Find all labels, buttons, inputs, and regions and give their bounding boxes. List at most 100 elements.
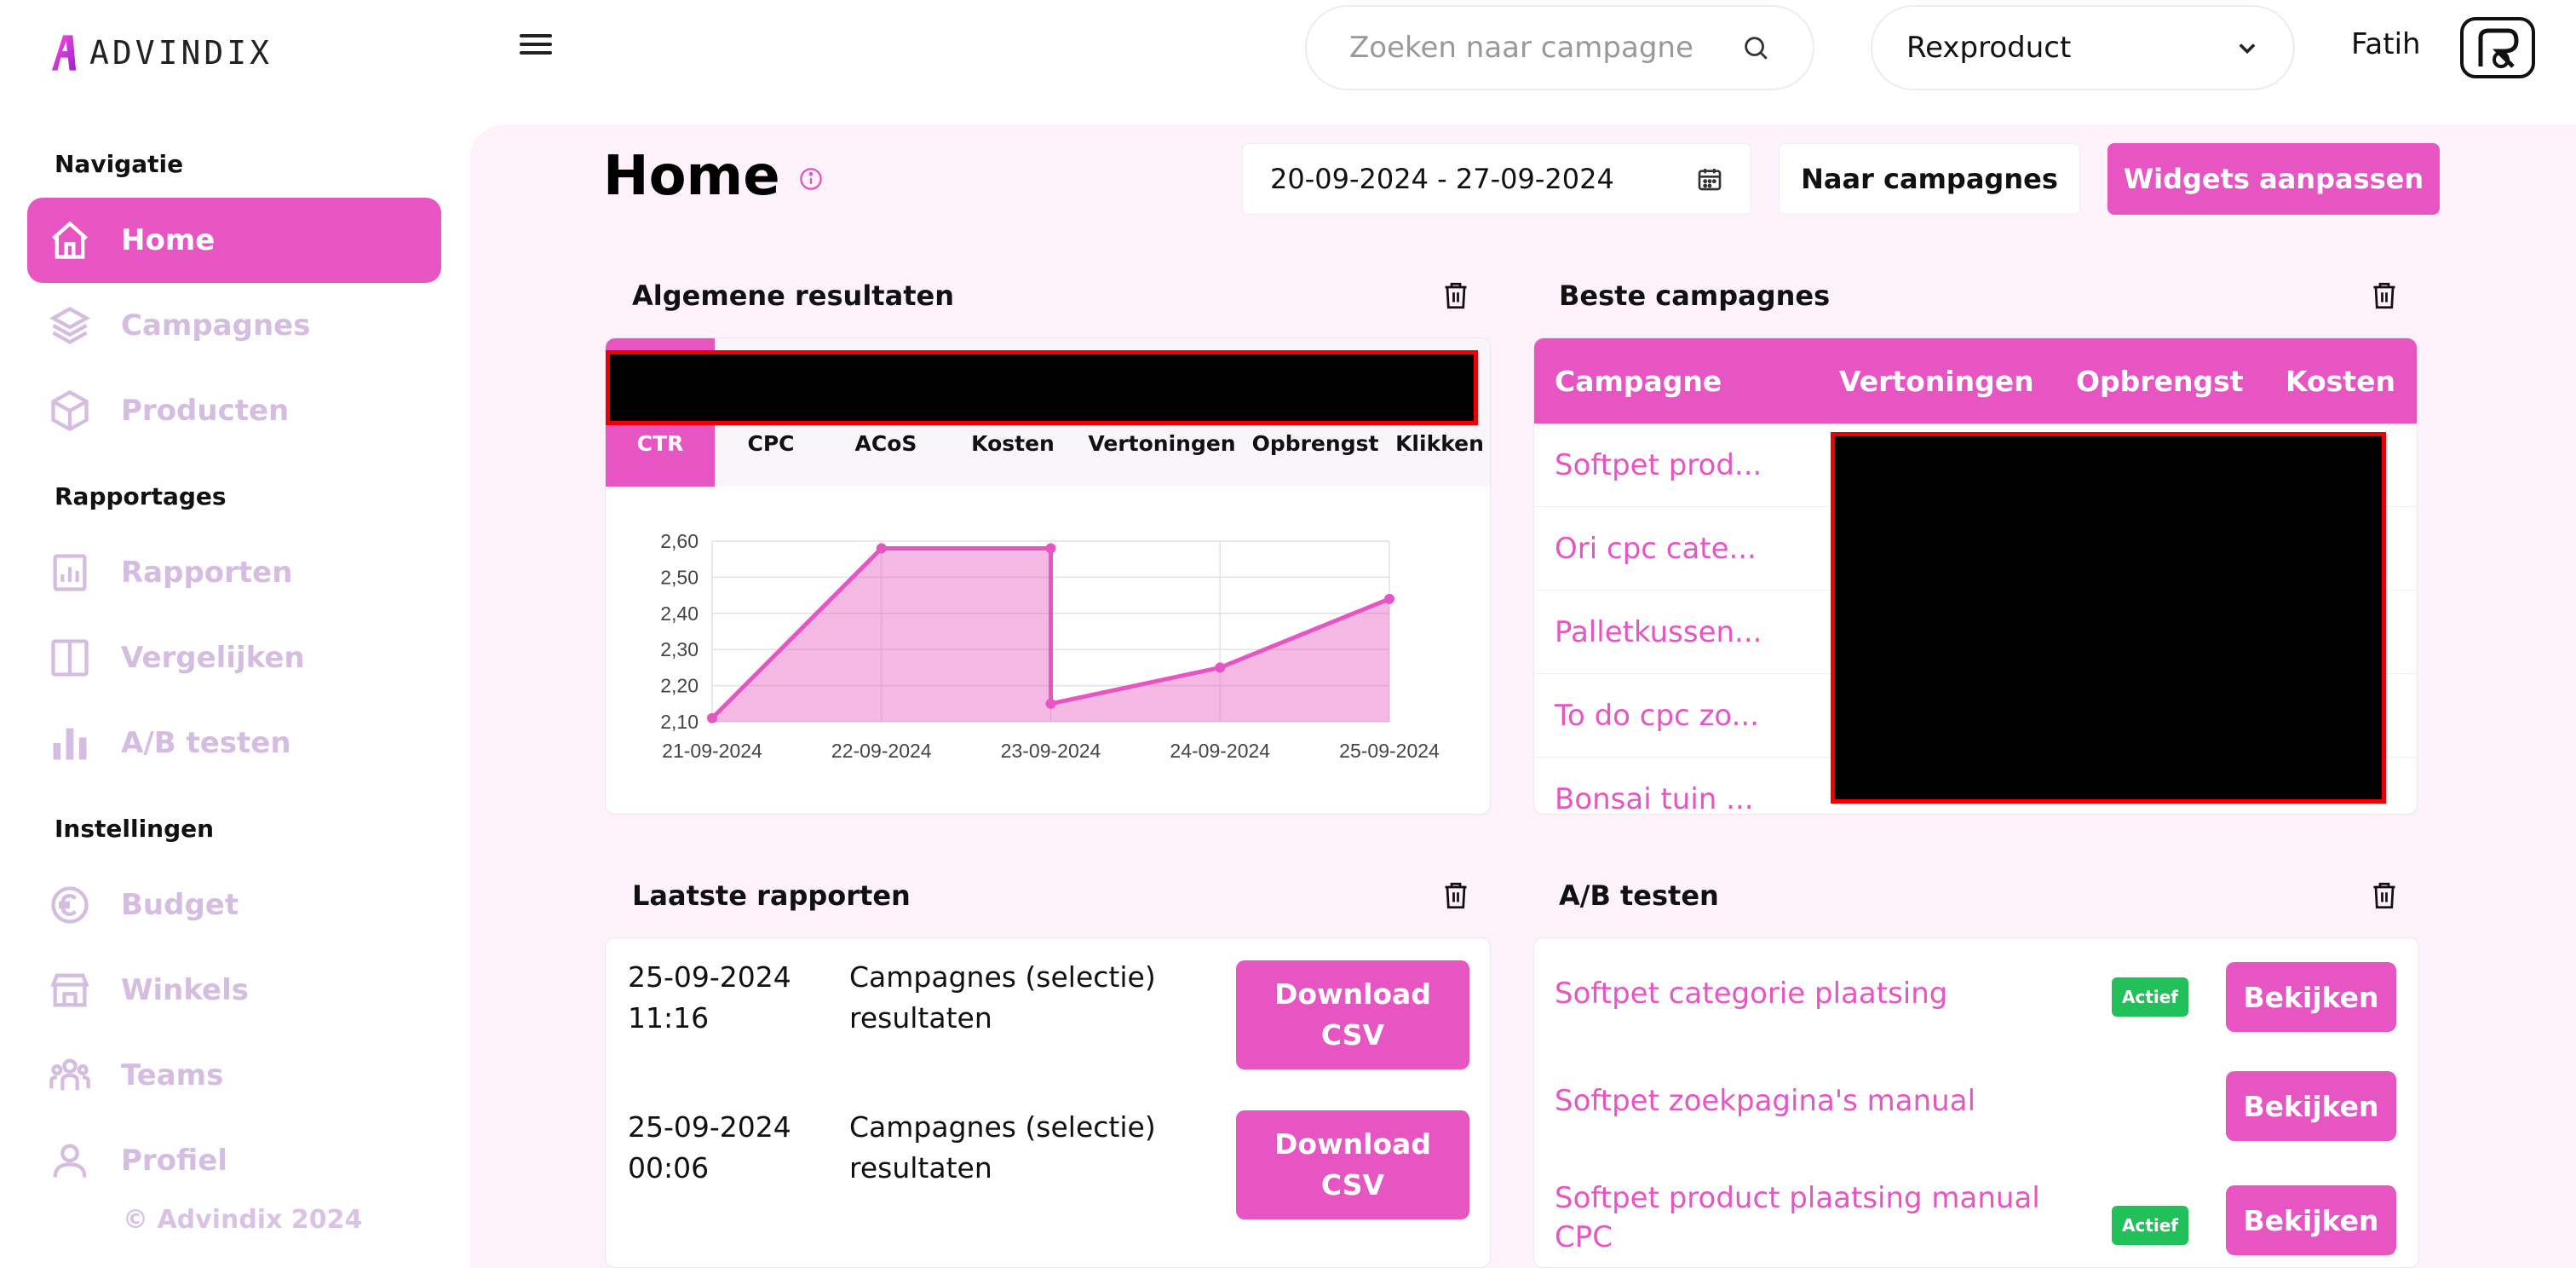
copyright: © Advindix 2024 [123, 1205, 363, 1235]
teams-icon [49, 1058, 90, 1091]
layers-icon [49, 307, 90, 344]
redacted-block [606, 350, 1478, 425]
list-item: 25-09-2024 00:06 Campagnes (selectie) resu… [606, 1088, 1490, 1238]
sidebar-item-ab-testen[interactable]: A/B testen [27, 700, 441, 786]
brand-name: ADVINDIX [89, 34, 273, 72]
tab-vertoningen[interactable]: Vertoningen [1088, 431, 1236, 456]
user-icon [53, 1144, 87, 1178]
x-tick-label: 21-09-2024 [662, 740, 762, 762]
y-tick-label: 2,30 [660, 638, 699, 660]
tab-acos[interactable]: ACoS [854, 431, 917, 456]
list-item: 25-09-2024 11:16 Campagnes (selectie) resu… [606, 938, 1490, 1088]
advindix-logo-icon [51, 35, 77, 71]
campaign-link[interactable]: Softpet prod... [1555, 447, 1762, 482]
search-bar[interactable] [1305, 5, 1814, 90]
view-button[interactable]: Bekijken [2226, 962, 2396, 1032]
search-icon[interactable] [1741, 33, 1770, 62]
x-tick-label: 25-09-2024 [1339, 740, 1440, 762]
nav-section-instellingen: Instellingen [55, 815, 215, 843]
sidebar-item-rapporten[interactable]: Rapporten [27, 530, 441, 615]
ab-tests-card: Softpet categorie plaatsing Actief Bekij… [1533, 937, 2419, 1268]
sidebar: Navigatie Home Campagnes Producten Rappo… [0, 119, 469, 1268]
y-tick-label: 2,40 [660, 602, 699, 625]
hamburger-menu-icon[interactable] [516, 29, 555, 63]
y-tick-label: 2,50 [660, 566, 699, 588]
data-point [1045, 543, 1056, 554]
home-icon [52, 221, 88, 259]
data-point [707, 712, 717, 723]
table-row[interactable]: Bonsai tuin ... [1534, 758, 2417, 815]
tab-kosten[interactable]: Kosten [971, 431, 1055, 456]
trash-icon[interactable] [1443, 281, 1469, 310]
box-icon [51, 389, 89, 432]
product-select-value: Rexproduct [1906, 31, 2072, 65]
x-tick-label: 22-09-2024 [831, 740, 932, 762]
sidebar-item-budget[interactable]: Budget [27, 862, 441, 948]
sidebar-item-label: Campagnes [121, 308, 311, 343]
date-range-picker[interactable]: 20-09-2024 - 27-09-2024 [1242, 143, 1751, 215]
sidebar-item-label: Teams [121, 1058, 224, 1092]
widget-title-ab-tests: A/B testen [1559, 879, 1719, 912]
report-icon [53, 554, 87, 591]
search-input[interactable] [1349, 31, 1724, 65]
view-button[interactable]: Bekijken [2226, 1185, 2396, 1255]
column-kosten[interactable]: Kosten [2286, 364, 2395, 398]
view-button[interactable]: Bekijken [2226, 1071, 2396, 1141]
list-item: Softpet zoekpagina's manual Bekijken [1534, 1049, 2418, 1160]
sidebar-item-label: Producten [121, 394, 290, 428]
sidebar-item-profiel[interactable]: Profiel [27, 1118, 441, 1203]
page-title: Home [603, 145, 780, 208]
sidebar-item-label: Budget [121, 888, 239, 922]
redacted-block [1831, 432, 2386, 804]
to-campaigns-button[interactable]: Naar campagnes [1779, 143, 2080, 215]
data-point [1045, 698, 1056, 709]
y-tick-label: 2,20 [660, 675, 699, 697]
customize-widgets-button[interactable]: Widgets aanpassen [2107, 143, 2440, 215]
store-icon [50, 973, 89, 1007]
column-campagne[interactable]: Campagne [1555, 364, 1722, 398]
campaign-link[interactable]: Palletkussen... [1555, 614, 1762, 649]
status-badge: Actief [2112, 1206, 2188, 1245]
product-select[interactable]: Rexproduct [1871, 5, 2295, 90]
report-description: Campagnes (selectie) resultaten [849, 1110, 1156, 1184]
download-csv-button[interactable]: Download CSV [1236, 1110, 1469, 1219]
tab-klikken[interactable]: Klikken [1395, 431, 1484, 456]
sidebar-item-vergelijken[interactable]: Vergelijken [27, 615, 441, 700]
ab-test-link[interactable]: Softpet product plaatsing manual CPC [1555, 1181, 2040, 1254]
data-point [876, 543, 887, 554]
user-name[interactable]: Fatih [2351, 27, 2421, 61]
column-vertoningen[interactable]: Vertoningen [1839, 364, 2034, 398]
sidebar-item-home[interactable]: Home [27, 198, 441, 283]
sidebar-item-teams[interactable]: Teams [27, 1033, 441, 1118]
tab-opbrengst[interactable]: Opbrengst [1251, 431, 1379, 456]
ab-test-link[interactable]: Softpet zoekpagina's manual [1555, 1084, 1976, 1118]
sidebar-item-producten[interactable]: Producten [27, 368, 441, 453]
widget-title-best-campaigns: Beste campagnes [1559, 280, 1831, 312]
latest-reports-card: 25-09-2024 11:16 Campagnes (selectie) resu… [605, 937, 1491, 1268]
campaign-link[interactable]: Bonsai tuin ... [1555, 781, 1754, 815]
widget-title-general-results: Algemene resultaten [632, 280, 954, 312]
info-icon[interactable] [799, 167, 823, 191]
ab-test-link[interactable]: Softpet categorie plaatsing [1555, 977, 1948, 1011]
data-point [1215, 662, 1226, 673]
sidebar-item-label: Profiel [121, 1144, 227, 1178]
sidebar-item-label: Vergelijken [121, 641, 305, 675]
sidebar-item-campagnes[interactable]: Campagnes [27, 283, 441, 368]
y-tick-label: 2,60 [660, 530, 699, 552]
tab-cpc[interactable]: CPC [747, 431, 795, 456]
user-avatar[interactable] [2460, 17, 2535, 78]
campaign-link[interactable]: Ori cpc cate... [1555, 531, 1757, 566]
date-range-value: 20-09-2024 - 27-09-2024 [1270, 163, 1614, 195]
brand-logo[interactable]: ADVINDIX [51, 12, 273, 94]
download-csv-button[interactable]: Download CSV [1236, 960, 1469, 1069]
euro-icon [51, 886, 89, 924]
sidebar-item-winkels[interactable]: Winkels [27, 948, 441, 1033]
trash-icon[interactable] [1443, 881, 1469, 910]
campaign-link[interactable]: To do cpc zo... [1555, 698, 1760, 733]
data-point [1384, 593, 1394, 604]
trash-icon[interactable] [2372, 281, 2397, 310]
list-item: Softpet product plaatsing manual CPC Act… [1534, 1160, 2418, 1267]
trash-icon[interactable] [2372, 881, 2397, 910]
report-datetime: 25-09-2024 00:06 [628, 1110, 791, 1184]
column-opbrengst[interactable]: Opbrengst [2076, 364, 2244, 398]
